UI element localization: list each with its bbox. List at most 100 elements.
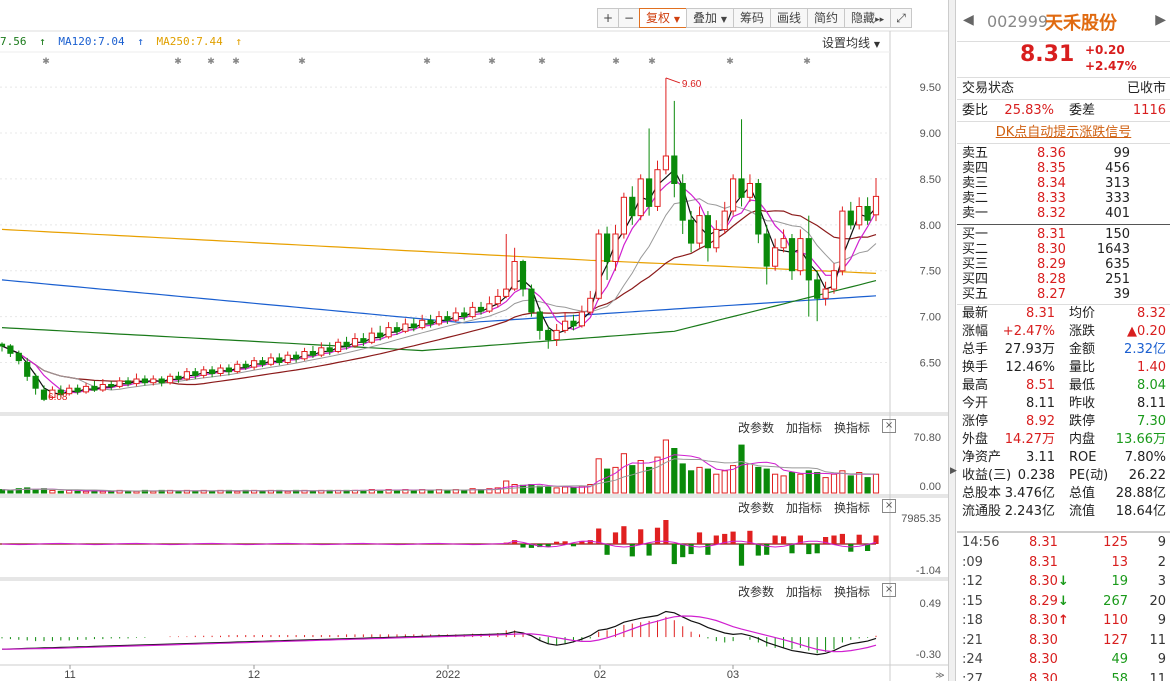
indicator-bar bbox=[537, 544, 543, 548]
stats-row: 涨幅 +2.47% 涨跌 ▲0.20 bbox=[957, 323, 1170, 341]
next-stock-icon[interactable]: ▶ bbox=[1155, 12, 1166, 28]
bid-row[interactable]: 买二 8.30 1643 bbox=[957, 242, 1170, 257]
dk-signal-link[interactable]: DK点自动提示涨跌信号 bbox=[957, 122, 1170, 144]
candle-body bbox=[805, 238, 812, 281]
stat-key: 昨收 bbox=[1069, 396, 1096, 411]
date-axis-label: 12 bbox=[248, 669, 260, 681]
close-icon[interactable]: × bbox=[882, 499, 897, 513]
indicator-bar bbox=[528, 544, 534, 548]
stat-value: 27.93万 bbox=[1004, 342, 1055, 357]
simple-mode-button[interactable]: 简约 bbox=[807, 8, 846, 28]
change-params-button[interactable]: 改参数 bbox=[738, 421, 775, 435]
ask-book: 卖五 8.36 99 卖四 8.35 456 卖三 8.34 313 卖二 8.33 333 卖一 8.3… bbox=[957, 144, 1170, 221]
stat-value: 2.32亿 bbox=[1124, 342, 1166, 357]
chips-button[interactable]: 筹码 bbox=[733, 8, 772, 28]
candle-body bbox=[66, 387, 73, 395]
overlay-dropdown[interactable]: 叠加 ▼ bbox=[686, 8, 734, 28]
add-indicator-button[interactable]: 加指标 bbox=[786, 585, 823, 599]
indicator-bar bbox=[781, 536, 787, 544]
stats-row: 涨停 8.92 跌停 7.30 bbox=[957, 413, 1170, 431]
hide-button[interactable]: 隐藏▸▸ bbox=[844, 8, 892, 28]
tick-price: 8.29↓ bbox=[1029, 592, 1069, 612]
tick-row: :18 8.30↑ 110 9 bbox=[957, 611, 1170, 631]
indicator-bar bbox=[839, 533, 845, 544]
change-params-button[interactable]: 改参数 bbox=[738, 585, 775, 599]
candle-body bbox=[730, 178, 737, 212]
stats-row: 换手 12.46% 量比 1.40 bbox=[957, 359, 1170, 377]
close-icon[interactable]: × bbox=[882, 419, 897, 433]
panel-divider[interactable] bbox=[948, 0, 956, 681]
add-indicator-button[interactable]: 加指标 bbox=[786, 421, 823, 435]
volume-bar bbox=[696, 466, 703, 494]
zoom-in-button[interactable]: + bbox=[597, 8, 619, 28]
zoom-out-button[interactable]: − bbox=[618, 8, 640, 28]
change-params-button[interactable]: 改参数 bbox=[738, 501, 775, 515]
swap-indicator-button[interactable]: 换指标 bbox=[834, 585, 871, 599]
stat-key: 涨幅 bbox=[962, 324, 989, 339]
candle-body bbox=[688, 219, 695, 244]
draw-line-button[interactable]: 画线 bbox=[770, 8, 809, 28]
event-marker-icon: ✱ bbox=[648, 57, 656, 67]
volume-bar bbox=[637, 460, 644, 494]
book-price: 8.30 bbox=[1037, 242, 1066, 257]
stock-code: 002999 bbox=[987, 12, 1049, 31]
ask-row[interactable]: 卖一 8.32 401 bbox=[957, 206, 1170, 221]
ask-row[interactable]: 卖三 8.34 313 bbox=[957, 176, 1170, 191]
volume-bar bbox=[32, 489, 39, 494]
collapse-arrow-icon[interactable]: ▶ bbox=[950, 466, 957, 476]
swap-indicator-button[interactable]: 换指标 bbox=[834, 421, 871, 435]
wc-label: 委差 bbox=[1069, 103, 1096, 118]
candle-body bbox=[822, 288, 829, 299]
add-indicator-button[interactable]: 加指标 bbox=[786, 501, 823, 515]
kline-chart-canvas[interactable]: 9.50 9.00 8.50 8.00 7.50 7.00 6.50 ✱ ✱ ✱ ✱ ✱ ✱ ✱ ✱ ✱ ✱ ✱ ✱… bbox=[0, 0, 948, 681]
stat-value: 8.04 bbox=[1137, 378, 1166, 393]
wc-value: 1116 bbox=[1132, 103, 1166, 118]
tick-list[interactable]: 14:56 8.31 125 9:09 8.31 13 2:12 8.30↓ 19 3:15 8.2… bbox=[957, 531, 1170, 681]
candle-body bbox=[242, 363, 249, 368]
bid-row[interactable]: 买四 8.28 251 bbox=[957, 272, 1170, 287]
fullscreen-icon[interactable]: ⤢ bbox=[890, 8, 913, 28]
fq-dropdown[interactable]: 复权 ▼ bbox=[639, 8, 687, 28]
candle-body bbox=[763, 233, 770, 267]
ma-legend-120: MA120:7.04 ↑ bbox=[58, 35, 144, 48]
candle-body bbox=[545, 329, 552, 341]
event-marker-icon: ✱ bbox=[612, 57, 620, 67]
tick-price-value: 8.30 bbox=[1029, 652, 1058, 667]
candle-body bbox=[864, 206, 871, 221]
stats-row: 外盘 14.27万 内盘 13.66万 bbox=[957, 431, 1170, 449]
candle-body bbox=[662, 155, 669, 171]
swap-indicator-button[interactable]: 换指标 bbox=[834, 501, 871, 515]
volume-bar bbox=[864, 477, 871, 494]
ask-row[interactable]: 卖二 8.33 333 bbox=[957, 191, 1170, 206]
close-icon[interactable]: × bbox=[882, 583, 897, 597]
candle-body bbox=[251, 360, 258, 368]
event-marker-icon: ✱ bbox=[538, 57, 546, 67]
indicator-bar bbox=[680, 544, 686, 558]
scroll-right-icon[interactable]: ≫ bbox=[935, 671, 944, 681]
ma3-line bbox=[1, 168, 877, 396]
volume-bar bbox=[175, 490, 182, 494]
set-ma-button[interactable]: 设置均线 ▼ bbox=[822, 34, 880, 51]
candle-body bbox=[183, 371, 191, 380]
tick-row: :27 8.30 58 11 bbox=[957, 670, 1170, 681]
tick-price: 8.30 bbox=[1029, 670, 1058, 681]
prev-stock-icon[interactable]: ◀ bbox=[963, 12, 974, 28]
volume-bar bbox=[856, 472, 863, 494]
bid-row[interactable]: 买五 8.27 39 bbox=[957, 287, 1170, 302]
indicator-bar bbox=[789, 544, 795, 554]
stat-value: 8.11 bbox=[1026, 396, 1055, 411]
fq-label: 复权 bbox=[646, 11, 671, 25]
volume-bar bbox=[519, 484, 527, 494]
indicator-bar bbox=[873, 535, 879, 544]
ask-row[interactable]: 卖五 8.36 99 bbox=[957, 146, 1170, 161]
bid-row[interactable]: 买一 8.31 150 bbox=[957, 227, 1170, 242]
bid-row[interactable]: 买三 8.29 635 bbox=[957, 257, 1170, 272]
kline-chart-area[interactable]: 9.50 9.00 8.50 8.00 7.50 7.00 6.50 ✱ ✱ ✱ ✱ ✱ ✱ ✱ ✱ ✱ ✱ ✱ ✱… bbox=[0, 0, 948, 681]
volume-panel-tools: 改参数 加指标 换指标 × bbox=[738, 419, 897, 436]
quote-panel: ◀ 002999 天禾股份 ▶ 8.31 +0.20 +2.47% 交易状态 已… bbox=[957, 0, 1170, 681]
candle-body bbox=[461, 312, 468, 318]
indicator-tick-label: 7985.35 bbox=[901, 513, 941, 525]
book-volume: 635 bbox=[1105, 257, 1130, 272]
candle-body bbox=[503, 288, 510, 297]
ask-row[interactable]: 卖四 8.35 456 bbox=[957, 161, 1170, 176]
